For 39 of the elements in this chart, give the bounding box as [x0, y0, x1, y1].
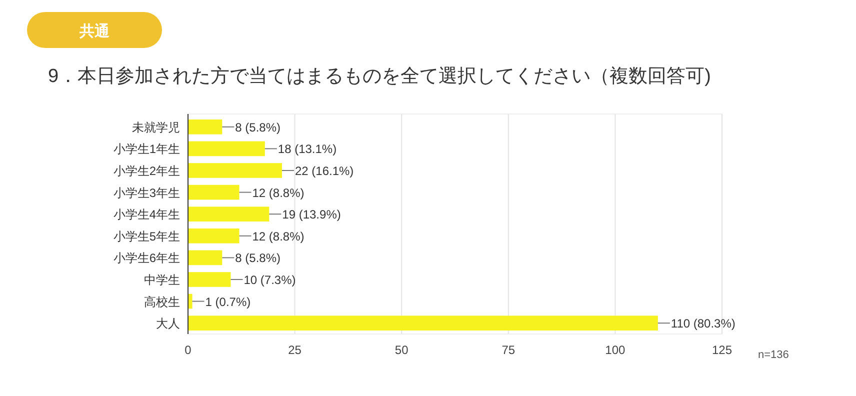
bar	[188, 119, 222, 134]
bar	[188, 206, 270, 222]
y-tick-label: 小学生6年生	[113, 251, 180, 266]
x-tick-label: 0	[184, 343, 192, 357]
bar	[188, 272, 231, 287]
y-tick-label: 小学生3年生	[113, 186, 180, 200]
data-label: 8 (5.8%)	[235, 251, 281, 266]
y-tick-label: 小学生1年生	[113, 142, 180, 156]
data-label: 8 (5.8%)	[235, 120, 281, 134]
bar	[188, 228, 240, 244]
y-tick-label: 小学生5年生	[113, 229, 180, 244]
bar	[188, 294, 192, 309]
y-tick-label: 未就学児	[132, 120, 180, 134]
y-tick-label: 高校生	[144, 294, 180, 309]
text: n=136	[758, 349, 789, 361]
data-label: 19 (13.9%)	[282, 208, 341, 222]
y-tick-label: 小学生2年生	[113, 164, 180, 178]
data-label: 12 (8.8%)	[252, 229, 304, 244]
bar	[188, 163, 282, 178]
bar	[188, 184, 240, 200]
bar	[188, 316, 658, 331]
data-label: 10 (7.3%)	[244, 273, 296, 287]
data-label: 22 (16.1%)	[294, 164, 354, 178]
bar	[188, 250, 222, 266]
data-label: 18 (13.1%)	[278, 142, 337, 156]
chart-title: 9．本日参加された方で当てはまるものを全て選択してください（複数回答可)	[48, 65, 711, 87]
data-label: 12 (8.8%)	[252, 186, 304, 200]
data-label: 110 (80.3%)	[670, 316, 736, 331]
bar	[188, 141, 265, 156]
y-tick-label: 小学生4年生	[113, 208, 180, 222]
y-tick-label: 大人	[156, 316, 180, 331]
text: 共通	[78, 23, 110, 40]
x-tick-label: 100	[605, 343, 626, 357]
x-tick-label: 25	[288, 343, 302, 357]
y-tick-label: 中学生	[144, 273, 180, 287]
x-tick-label: 75	[502, 343, 516, 357]
x-tick-label: 50	[394, 343, 409, 357]
x-tick-label: 125	[712, 343, 732, 357]
data-label: 1 (0.7%)	[205, 294, 251, 309]
